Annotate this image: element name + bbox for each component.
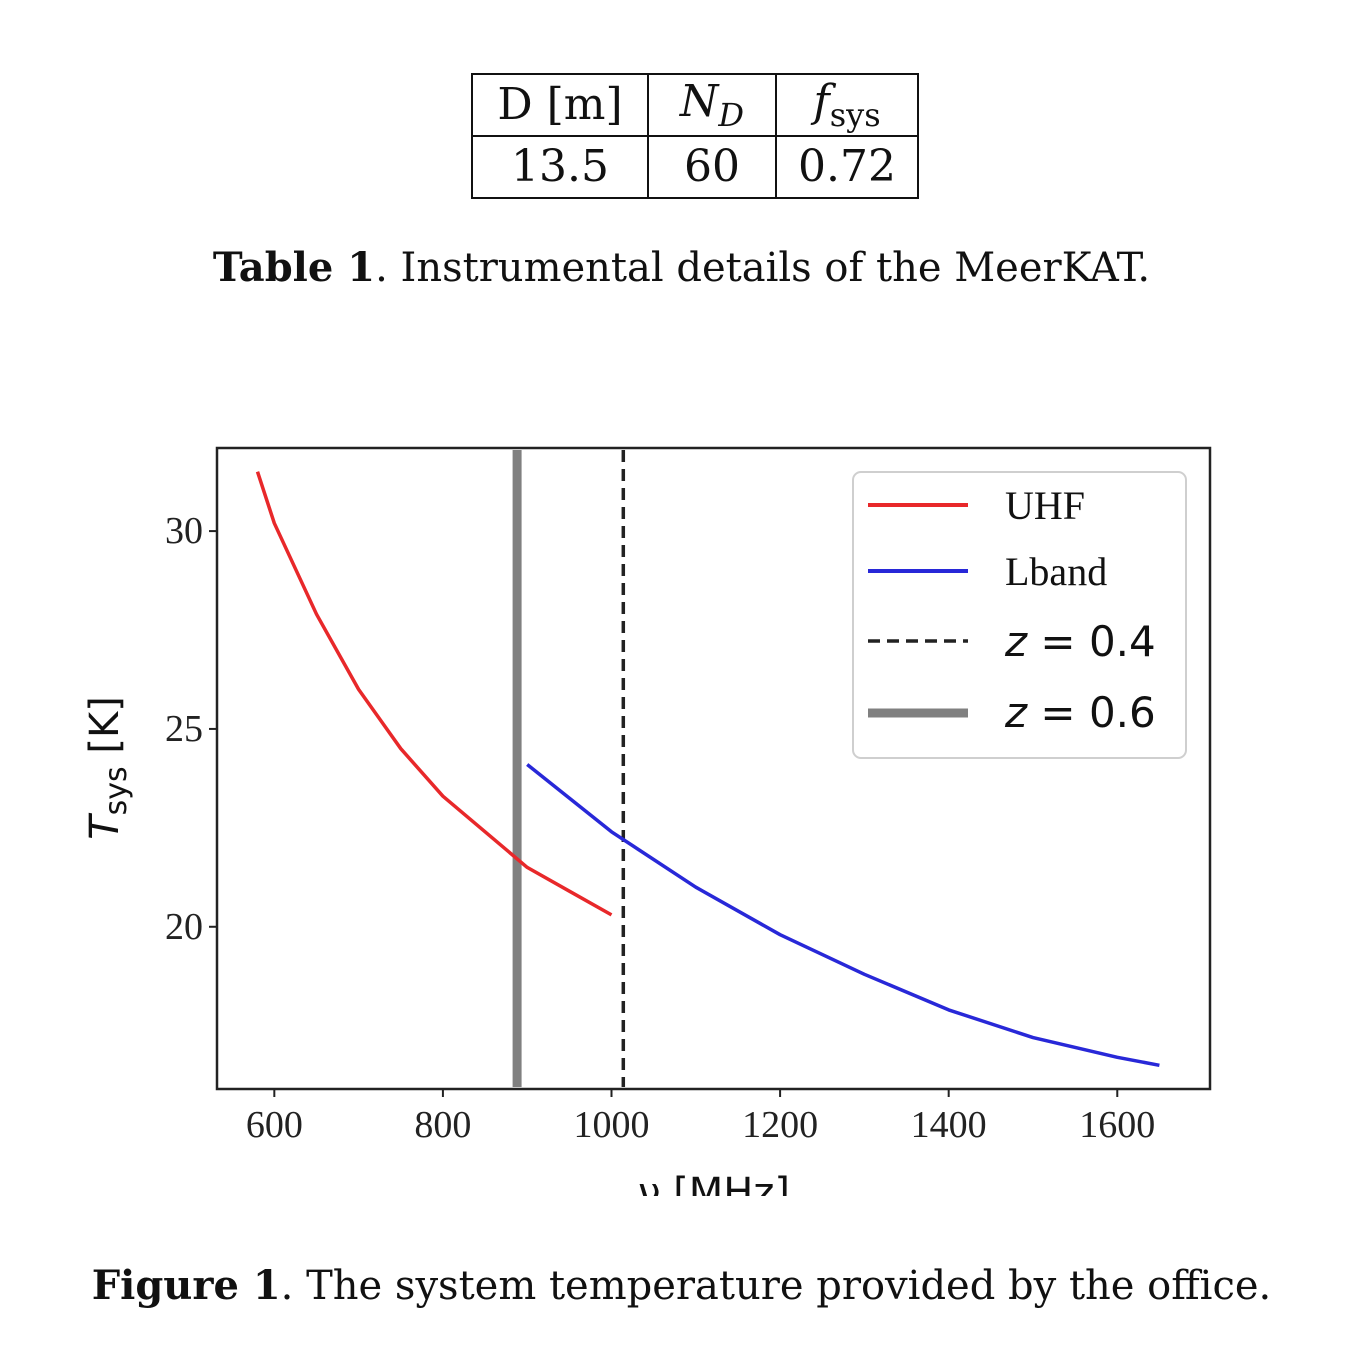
legend-label-z06: z = 0.6 — [1004, 688, 1156, 737]
series-line-uhf — [255, 471, 613, 917]
axis-ticks: 600 800 1000 1200 1400 1600 20 25 30 — [165, 510, 1155, 1146]
x-tick-label: 1600 — [1079, 1104, 1155, 1146]
header-fsys-sub: sys — [829, 95, 881, 134]
x-tick-label: 600 — [246, 1104, 303, 1146]
x-axis-label: ν [MHz] — [638, 1170, 790, 1216]
figure-caption-label: Figure 1 — [91, 1262, 281, 1309]
figure-caption-text: . The system temperature provided by the… — [280, 1263, 1272, 1309]
legend-label-uhf: UHF — [1005, 483, 1085, 528]
x-tick-label: 1400 — [911, 1104, 987, 1146]
legend: UHF Lband z = 0.4 z = 0.6 — [852, 471, 1187, 759]
cell-fsys: 0.72 — [775, 135, 919, 199]
y-axis-label: Tsys [K] — [82, 696, 134, 840]
cell-d: 13.5 — [471, 135, 649, 199]
header-fsys: fsys — [775, 73, 919, 137]
data-series — [255, 471, 1160, 1068]
x-tick-label: 1000 — [574, 1104, 650, 1146]
table-header-row: D [m] ND fsys — [471, 73, 919, 137]
header-nd: ND — [647, 73, 777, 137]
cell-nd: 60 — [647, 135, 777, 199]
legend-z04-eq: = — [1027, 617, 1089, 666]
y-label-main: T — [82, 812, 128, 840]
x-tick-label: 1200 — [742, 1104, 818, 1146]
y-tick-label: 30 — [165, 510, 203, 552]
header-fsys-main: f — [813, 75, 830, 127]
header-nd-sub: D — [718, 95, 745, 134]
reference-lines — [512, 450, 626, 1087]
y-tick-label: 25 — [165, 708, 203, 750]
system-temperature-chart: 600 800 1000 1200 1400 1600 20 25 30 Tsys [K] ν … — [82, 446, 1212, 1216]
header-nd-main: N — [679, 75, 719, 127]
legend-z06-value: 0.6 — [1089, 688, 1156, 737]
table-caption: Table 1. Instrumental details of the Mee… — [0, 245, 1363, 291]
legend-z06-var: z — [1004, 688, 1028, 737]
legend-box — [852, 471, 1187, 759]
header-d-text: D [m] — [497, 79, 623, 130]
table-row: 13.5 60 0.72 — [471, 135, 919, 199]
header-d: D [m] — [471, 73, 649, 137]
legend-z04-value: 0.4 — [1089, 617, 1156, 666]
legend-label-lband: Lband — [1005, 549, 1107, 594]
legend-z06-eq: = — [1027, 688, 1089, 737]
series-line-lband — [526, 763, 1160, 1068]
table-caption-label: Table 1 — [212, 244, 376, 291]
x-tick-label: 800 — [414, 1104, 471, 1146]
y-label-sub: sys — [99, 766, 134, 815]
y-label-unit: [K] — [82, 696, 128, 766]
legend-label-z04: z = 0.4 — [1004, 617, 1156, 666]
y-tick-label: 20 — [165, 906, 203, 948]
legend-z04-var: z — [1004, 617, 1028, 666]
instrument-table: D [m] ND fsys 13.5 60 0.72 — [471, 73, 919, 199]
table-caption-text: . Instrumental details of the MeerKAT. — [375, 245, 1151, 291]
figure-caption: Figure 1. The system temperature provide… — [0, 1263, 1363, 1309]
